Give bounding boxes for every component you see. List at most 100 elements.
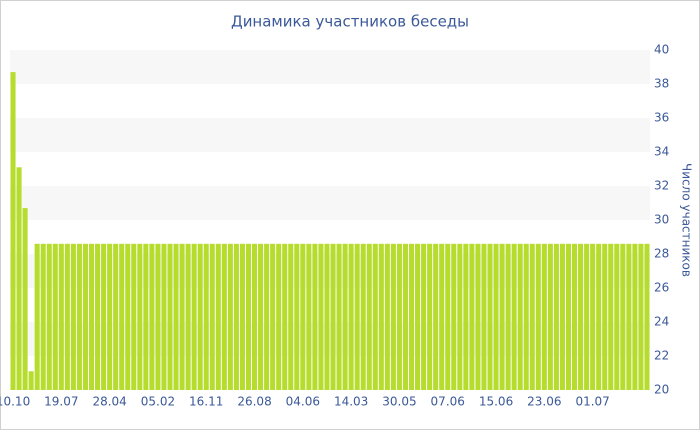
bar [64, 243, 70, 390]
bar [481, 243, 487, 390]
bar [203, 243, 209, 390]
bar [119, 243, 125, 390]
bar [101, 243, 107, 390]
grid-band [10, 50, 650, 84]
bar [22, 208, 28, 390]
bar [16, 167, 22, 390]
bar [28, 371, 34, 390]
y-tick-label: 28 [654, 247, 669, 261]
bar [584, 243, 590, 390]
bar [523, 243, 529, 390]
bar [276, 243, 282, 390]
bar [40, 243, 46, 390]
bar [76, 243, 82, 390]
bar [644, 243, 650, 390]
bar [300, 243, 306, 390]
bar [318, 243, 324, 390]
y-tick-label: 30 [654, 213, 669, 227]
chart-title: Динамика участников беседы [231, 13, 469, 31]
bar [608, 243, 614, 390]
y-tick-label: 38 [654, 77, 669, 91]
x-tick-label: 23.06 [527, 395, 561, 409]
y-tick-label: 24 [654, 315, 669, 329]
bar [632, 243, 638, 390]
bar [34, 243, 40, 390]
bar [596, 243, 602, 390]
bar [559, 243, 565, 390]
bar [354, 243, 360, 390]
bar [505, 243, 511, 390]
bar [457, 243, 463, 390]
bar [288, 243, 294, 390]
bar [131, 243, 137, 390]
bar [306, 243, 312, 390]
bar [143, 243, 149, 390]
bar [499, 243, 505, 390]
bar [197, 243, 203, 390]
y-tick-label: 26 [654, 281, 669, 295]
bar [330, 243, 336, 390]
bar [439, 243, 445, 390]
bar [161, 243, 167, 390]
bar [445, 243, 451, 390]
bar [469, 243, 475, 390]
bar [372, 243, 378, 390]
bar [113, 243, 119, 390]
bar [614, 243, 620, 390]
bar [360, 243, 366, 390]
bar [517, 243, 523, 390]
bar [258, 243, 264, 390]
bar [227, 243, 233, 390]
bar [638, 243, 644, 390]
bar [578, 243, 584, 390]
bar [366, 243, 372, 390]
bar [421, 243, 427, 390]
x-tick-label: 07.06 [431, 395, 465, 409]
bar [58, 243, 64, 390]
y-tick-label: 34 [654, 145, 669, 159]
bar [324, 243, 330, 390]
x-tick-label: 26.08 [237, 395, 271, 409]
bar [191, 243, 197, 390]
bar [541, 243, 547, 390]
bar [270, 243, 276, 390]
bar [155, 243, 161, 390]
bar [384, 243, 390, 390]
bar [602, 243, 608, 390]
bar [402, 243, 408, 390]
bar [433, 243, 439, 390]
grid-band [10, 118, 650, 152]
bar [390, 243, 396, 390]
x-tick-label: 28.04 [92, 395, 126, 409]
bar [149, 243, 155, 390]
bar [82, 243, 88, 390]
x-tick-label: 05.02 [141, 395, 175, 409]
bar [179, 243, 185, 390]
x-tick-label: 04.06 [286, 395, 320, 409]
bar [95, 243, 101, 390]
y-tick-label: 20 [654, 383, 669, 397]
bar [565, 243, 572, 390]
bar [209, 243, 215, 390]
x-tick-label: 15.06 [479, 395, 513, 409]
bar [294, 243, 300, 390]
bar [70, 243, 76, 390]
bar [10, 72, 16, 390]
y-tick-label: 36 [654, 111, 669, 125]
x-tick-label: 19.07 [44, 395, 78, 409]
bar [312, 243, 318, 390]
bar [529, 243, 535, 390]
bar [626, 243, 632, 390]
y-tick-label: 22 [654, 349, 669, 363]
bar [137, 243, 143, 390]
grid-band [10, 186, 650, 220]
bar [221, 243, 227, 390]
bar [590, 243, 596, 390]
bar [553, 243, 559, 390]
x-tick-label: 30.05 [382, 395, 416, 409]
bar [511, 243, 517, 390]
bar [348, 243, 354, 390]
bar [52, 243, 58, 390]
bar [547, 243, 553, 390]
